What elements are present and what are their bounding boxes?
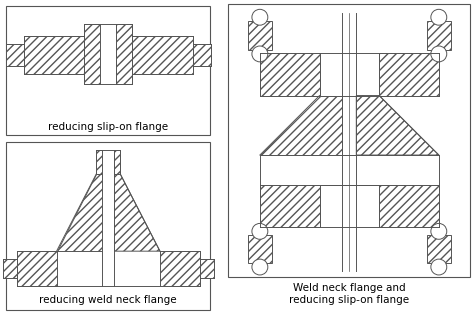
Polygon shape xyxy=(17,251,56,286)
Circle shape xyxy=(252,259,268,275)
Polygon shape xyxy=(3,259,17,278)
Bar xyxy=(102,150,114,286)
Text: reducing slip-on flange: reducing slip-on flange xyxy=(48,122,168,132)
Polygon shape xyxy=(114,150,120,174)
Text: reducing weld neck flange: reducing weld neck flange xyxy=(39,295,177,305)
Circle shape xyxy=(431,9,447,25)
Polygon shape xyxy=(379,53,439,95)
Polygon shape xyxy=(6,44,24,66)
Polygon shape xyxy=(96,150,102,174)
Polygon shape xyxy=(84,24,100,84)
Polygon shape xyxy=(114,174,160,251)
Bar xyxy=(228,4,470,277)
Circle shape xyxy=(431,223,447,239)
Text: Weld neck flange and
reducing slip-on flange: Weld neck flange and reducing slip-on fl… xyxy=(289,283,410,305)
Circle shape xyxy=(431,46,447,62)
Polygon shape xyxy=(248,21,272,50)
Polygon shape xyxy=(160,251,200,286)
Polygon shape xyxy=(356,95,439,155)
Bar xyxy=(260,155,439,185)
Bar xyxy=(6,142,210,310)
Polygon shape xyxy=(193,44,210,66)
Polygon shape xyxy=(200,259,214,278)
Circle shape xyxy=(252,223,268,239)
Polygon shape xyxy=(132,36,193,74)
Polygon shape xyxy=(56,174,102,251)
Circle shape xyxy=(431,259,447,275)
Polygon shape xyxy=(116,24,132,84)
Circle shape xyxy=(252,9,268,25)
Bar xyxy=(6,6,210,135)
Polygon shape xyxy=(260,53,319,95)
Polygon shape xyxy=(379,185,439,228)
Polygon shape xyxy=(248,235,272,263)
Polygon shape xyxy=(427,235,451,263)
Polygon shape xyxy=(427,21,451,50)
Polygon shape xyxy=(24,36,84,74)
Circle shape xyxy=(252,46,268,62)
Bar xyxy=(100,24,116,84)
Polygon shape xyxy=(260,95,342,155)
Polygon shape xyxy=(260,185,319,228)
